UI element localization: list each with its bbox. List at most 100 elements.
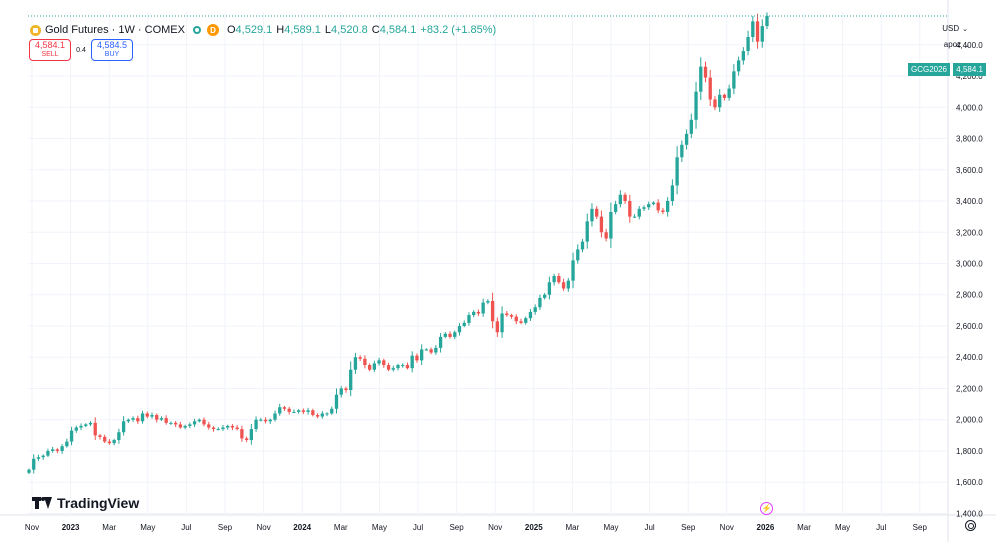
lightning-icon[interactable]: ⚡ [760,502,773,515]
candle-body [126,419,131,422]
candle-body [490,300,495,322]
candle-body [580,241,585,250]
x-tick-label: Nov [25,523,39,532]
buy-button[interactable]: 4,584.5 BUY [91,39,133,61]
candle-body [604,232,608,239]
candle-body [84,424,88,426]
candle-body [155,415,159,420]
candle-body [117,432,121,441]
candle-body [467,315,471,323]
candle-body [708,77,712,100]
candle-body [542,294,547,298]
candle-body [495,321,500,333]
candle-body [713,99,717,108]
candle-body [263,419,268,422]
y-tick-label: 1,600.0 [956,478,983,487]
sell-price: 4,584.1 [34,40,66,50]
x-tick-label: 2025 [525,523,543,532]
candle-body [528,311,533,319]
candle-body [632,216,637,218]
buy-price: 4,584.5 [96,40,128,50]
candle-body [576,249,580,261]
y-tick-label: 2,600.0 [956,322,983,331]
chevron-down-icon: ⌄ [962,25,968,33]
candle-body [240,429,244,439]
time-axis[interactable]: Nov 2023 Mar May Jul Sep Nov 2024 Mar May Jul Sep No… [25,523,928,532]
candle-body [88,422,93,425]
candle-body [121,421,126,433]
candle-body [292,411,296,413]
candle-body [344,388,348,391]
candle-body [618,194,623,205]
candle-body [65,441,69,447]
candle-body [325,413,329,415]
candle-body [684,133,689,145]
unit-selector[interactable]: apoz ⌄ [944,40,970,49]
candle-body [680,144,684,158]
candle-body [585,221,589,242]
tradingview-logo[interactable]: TradingView [32,495,139,511]
candle-body [410,355,414,369]
candle-body [74,427,78,431]
x-tick-label: Nov [720,523,734,532]
candle-body [55,449,60,451]
candle-body [651,202,656,205]
candle-body [301,410,306,412]
candle-body [41,455,45,458]
candle-body [571,260,575,281]
candle-body [547,282,552,295]
buy-label: BUY [104,51,120,58]
symbol-title[interactable]: Gold Futures · 1W · COMEX [45,24,185,36]
candle-body [481,302,485,314]
candle-body [656,202,660,211]
candle-body [500,313,504,333]
x-tick-label: Nov [256,523,270,532]
candle-body [207,424,211,428]
candle-body [448,333,452,337]
candle-body [169,422,173,424]
candle-body [561,282,566,289]
candle-body [339,388,343,395]
candle-body [391,368,395,370]
y-tick-label: 4,400.0 [956,41,983,50]
candles [27,12,948,475]
settings-gear-icon[interactable] [965,520,976,531]
x-tick-label: Mar [102,523,116,532]
y-tick-label: 1,800.0 [956,447,983,456]
candle-body [524,318,528,323]
candle-body [145,413,149,417]
x-tick-label: Sep [681,523,696,532]
candle-body [429,349,433,353]
candle-body [505,313,509,316]
candle-body [282,407,287,409]
delayed-badge[interactable]: D [206,24,219,36]
candle-body [741,51,746,61]
candle-body [415,355,419,361]
y-tick-label: 2,000.0 [956,416,983,425]
sell-button[interactable]: 4,584.1 SELL [29,39,71,61]
trade-buttons: 4,584.1 SELL 0.4 4,584.5 BUY [29,39,133,61]
open-value: 4,529.1 [235,24,273,36]
currency-selector[interactable]: USD ⌄ [942,24,968,33]
candle-body [296,410,301,412]
candle-body [727,88,731,98]
x-tick-label: Jul [413,523,423,532]
candle-body [50,449,55,451]
candle-body [628,201,632,217]
close-label: C [371,24,380,36]
candle-body [221,427,225,430]
candle-body [765,16,769,27]
candle-body [424,349,429,351]
x-tick-label: 2026 [757,523,775,532]
candle-body [647,204,651,208]
candle-body [178,424,183,428]
x-tick-label: Mar [797,523,811,532]
candle-body [235,427,239,430]
candle-body [268,419,272,422]
candle-body [533,307,537,312]
y-tick-label: 3,200.0 [956,228,983,237]
price-axis[interactable]: 1,400.0 1,600.0 1,800.0 2,000.0 2,200.0 2,400… [956,41,983,519]
candle-body [595,208,599,217]
